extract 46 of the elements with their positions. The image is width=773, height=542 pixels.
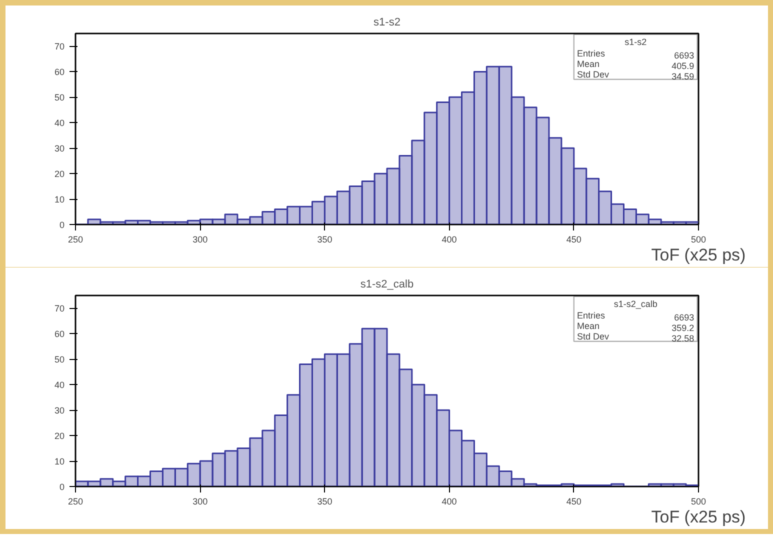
chart-title: s1-s2_calb [360,278,414,290]
x-tick-label: 500 [690,496,706,506]
y-tick-label: 70 [54,304,65,314]
chart-title: s1-s2 [374,16,400,28]
y-tick-label: 10 [54,456,65,467]
x-tick-label: 300 [192,496,208,506]
y-tick-label: 0 [59,482,65,492]
annotation: Entries [577,310,606,320]
x-tick-label: 350 [317,234,332,244]
x-axis-title: ToF (x25 ps) [651,508,746,526]
y-tick-label: 40 [54,118,65,128]
annotation: s1-s2 [624,36,647,47]
y-tick-label: 10 [54,194,65,205]
annotation: s1-s2_calb [614,298,658,309]
x-tick-label: 450 [566,234,582,244]
annotation: Entries [577,48,606,58]
y-tick-label: 30 [54,406,65,416]
x-tick-label: 400 [442,234,457,244]
y-tick-label: 20 [54,169,65,180]
y-tick-label: 50 [54,354,65,365]
x-tick-label: 400 [442,496,457,506]
annotation: Mean [577,58,600,69]
annotation: 32.58 [672,333,694,344]
annotation: 6693 [674,312,694,322]
x-tick-label: 350 [317,496,332,506]
annotation: Mean [577,320,600,331]
x-tick-label: 450 [566,496,582,506]
annotation: 6693 [674,50,694,60]
x-axis-title: ToF (x25 ps) [651,246,746,264]
annotation: 34.59 [672,71,694,82]
annotation: 405.9 [672,60,694,71]
y-tick-label: 70 [54,42,65,52]
annotation: 359.2 [672,322,694,333]
x-tick-label: 500 [690,234,706,244]
x-tick-label: 250 [68,496,84,506]
y-tick-label: 0 [59,220,65,230]
y-tick-label: 60 [54,329,65,340]
annotation: Std Dev [577,331,610,342]
y-tick-label: 50 [54,92,65,103]
y-tick-label: 20 [54,431,65,442]
annotation: Std Dev [577,69,610,80]
x-tick-label: 250 [68,234,84,244]
y-tick-label: 40 [54,380,65,390]
y-tick-label: 60 [54,67,65,78]
y-tick-label: 30 [54,144,65,154]
x-tick-label: 300 [192,234,208,244]
